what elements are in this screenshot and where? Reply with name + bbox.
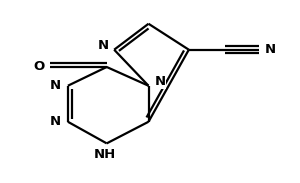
Text: N: N <box>50 79 61 92</box>
Text: N: N <box>154 75 165 88</box>
Text: NH: NH <box>94 148 116 161</box>
Text: O: O <box>33 61 44 74</box>
Text: N: N <box>265 43 276 56</box>
Text: N: N <box>50 115 61 128</box>
Text: N: N <box>97 39 108 52</box>
